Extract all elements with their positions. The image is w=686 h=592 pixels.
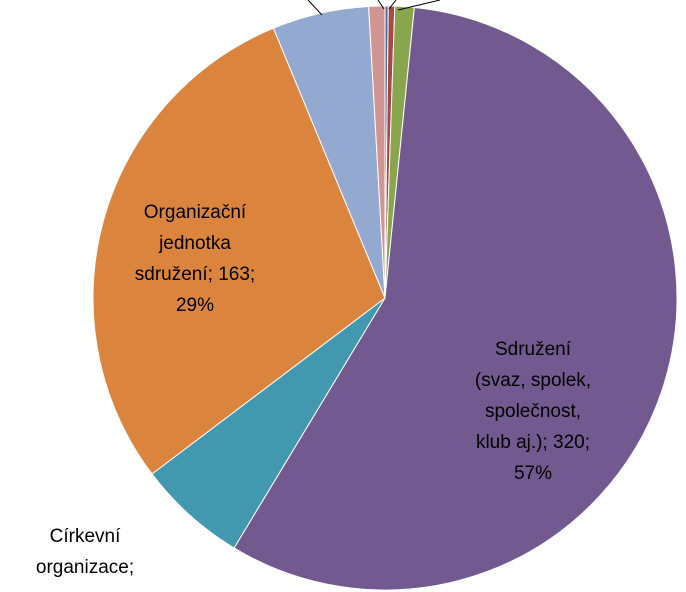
data-label: společnost, bbox=[485, 401, 581, 422]
leader-line bbox=[307, 0, 323, 16]
leader-line bbox=[377, 0, 385, 10]
pie-slice bbox=[368, 5, 386, 299]
leader-line bbox=[388, 0, 397, 10]
pie-slice bbox=[233, 6, 678, 591]
data-label: Sdružení bbox=[495, 339, 572, 360]
leader-line bbox=[397, 0, 441, 11]
slices bbox=[92, 5, 678, 591]
leader-lines bbox=[307, 0, 441, 16]
data-label: klub aj.); 320; bbox=[476, 432, 590, 453]
pie-slice bbox=[92, 27, 386, 475]
data-label: Organizační bbox=[144, 202, 247, 223]
data-label: sdružení; 163; bbox=[135, 264, 255, 285]
data-label: organizace; bbox=[36, 557, 134, 578]
data-label: 29% bbox=[176, 295, 214, 316]
data-label: jednotka bbox=[158, 233, 231, 254]
data-label: Církevní bbox=[50, 526, 121, 547]
data-label: (svaz, spolek, bbox=[475, 370, 591, 391]
data-label: 57% bbox=[514, 463, 552, 484]
